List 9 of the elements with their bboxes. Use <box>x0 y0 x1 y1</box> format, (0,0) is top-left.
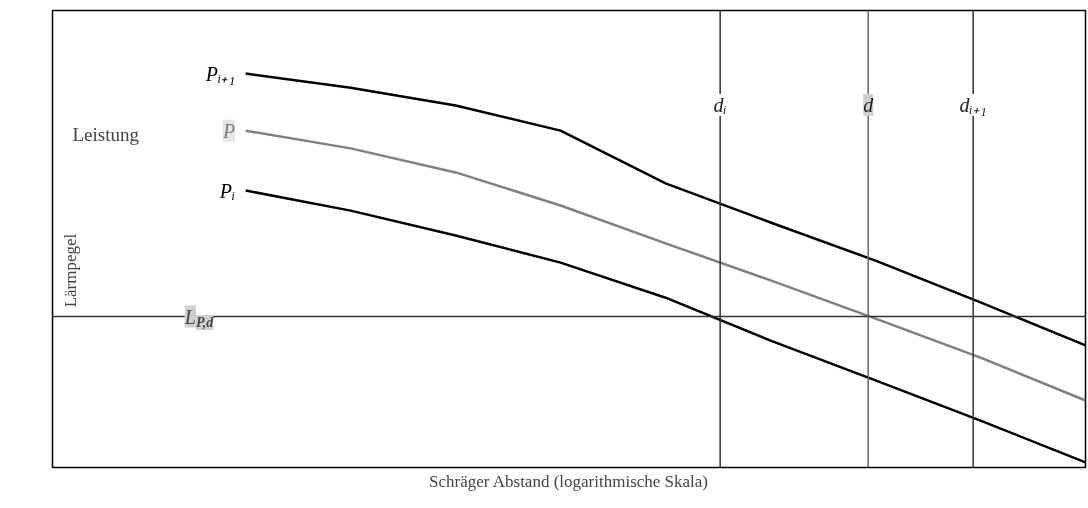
text: Lärmpegel <box>61 233 80 308</box>
annotation: dᵢ₊₁ <box>959 94 987 117</box>
series-label: Pᵢ₊₁ <box>204 62 236 85</box>
annotation: d <box>863 94 875 117</box>
annotation: dᵢ <box>713 94 727 117</box>
x-axis-title: Schräger Abstand (logarithmische Skala) <box>429 471 709 491</box>
series-label: Pᵢ <box>218 179 236 202</box>
text: Leistung <box>72 124 140 146</box>
series-label: P <box>221 119 236 142</box>
